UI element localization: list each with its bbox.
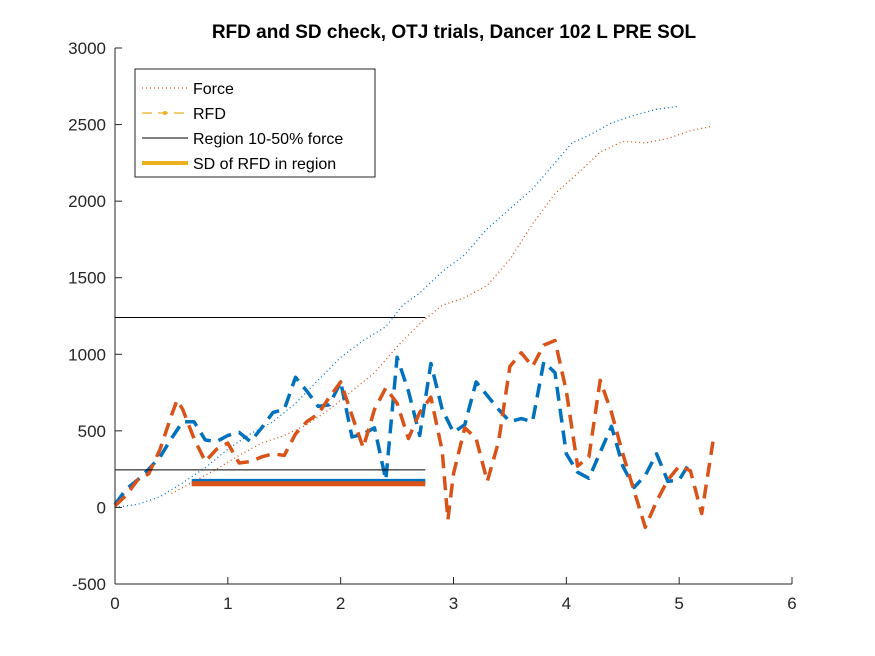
y-tick-label: 1500: [68, 269, 106, 288]
legend-label-sd: SD of RFD in region: [193, 156, 336, 173]
series-rfd-line-3: [113, 355, 692, 506]
x-tick-label: 1: [223, 594, 232, 613]
legend-label-rfd: RFD: [193, 106, 226, 123]
y-tick-label: 0: [97, 498, 106, 517]
x-tick-label: 6: [787, 594, 796, 613]
legend-label-force: Force: [193, 81, 234, 98]
x-tick-label: 0: [110, 594, 119, 613]
x-tick-label: 4: [562, 594, 571, 613]
y-tick-label: 3000: [68, 39, 106, 58]
y-tick-label: -500: [72, 575, 106, 594]
legend-box: [134, 68, 376, 178]
x-tick-label: 3: [449, 594, 458, 613]
plot-area: [113, 105, 715, 530]
legend-label-region: Region 10-50% force: [193, 131, 343, 148]
y-tick-label: 500: [78, 422, 106, 441]
y-tick-label: 2500: [68, 116, 106, 135]
y-tick-label: 2000: [68, 192, 106, 211]
x-tick-label: 2: [336, 594, 345, 613]
chart-title: RFD and SD check, OTJ trials, Dancer 102…: [212, 22, 697, 43]
x-tick-label: 5: [674, 594, 683, 613]
y-tick-label: 1000: [68, 345, 106, 364]
legend: Force RFD Region 10-50% force SD of RFD …: [134, 68, 376, 178]
legend-swatch-rfd-marker: [163, 111, 167, 115]
